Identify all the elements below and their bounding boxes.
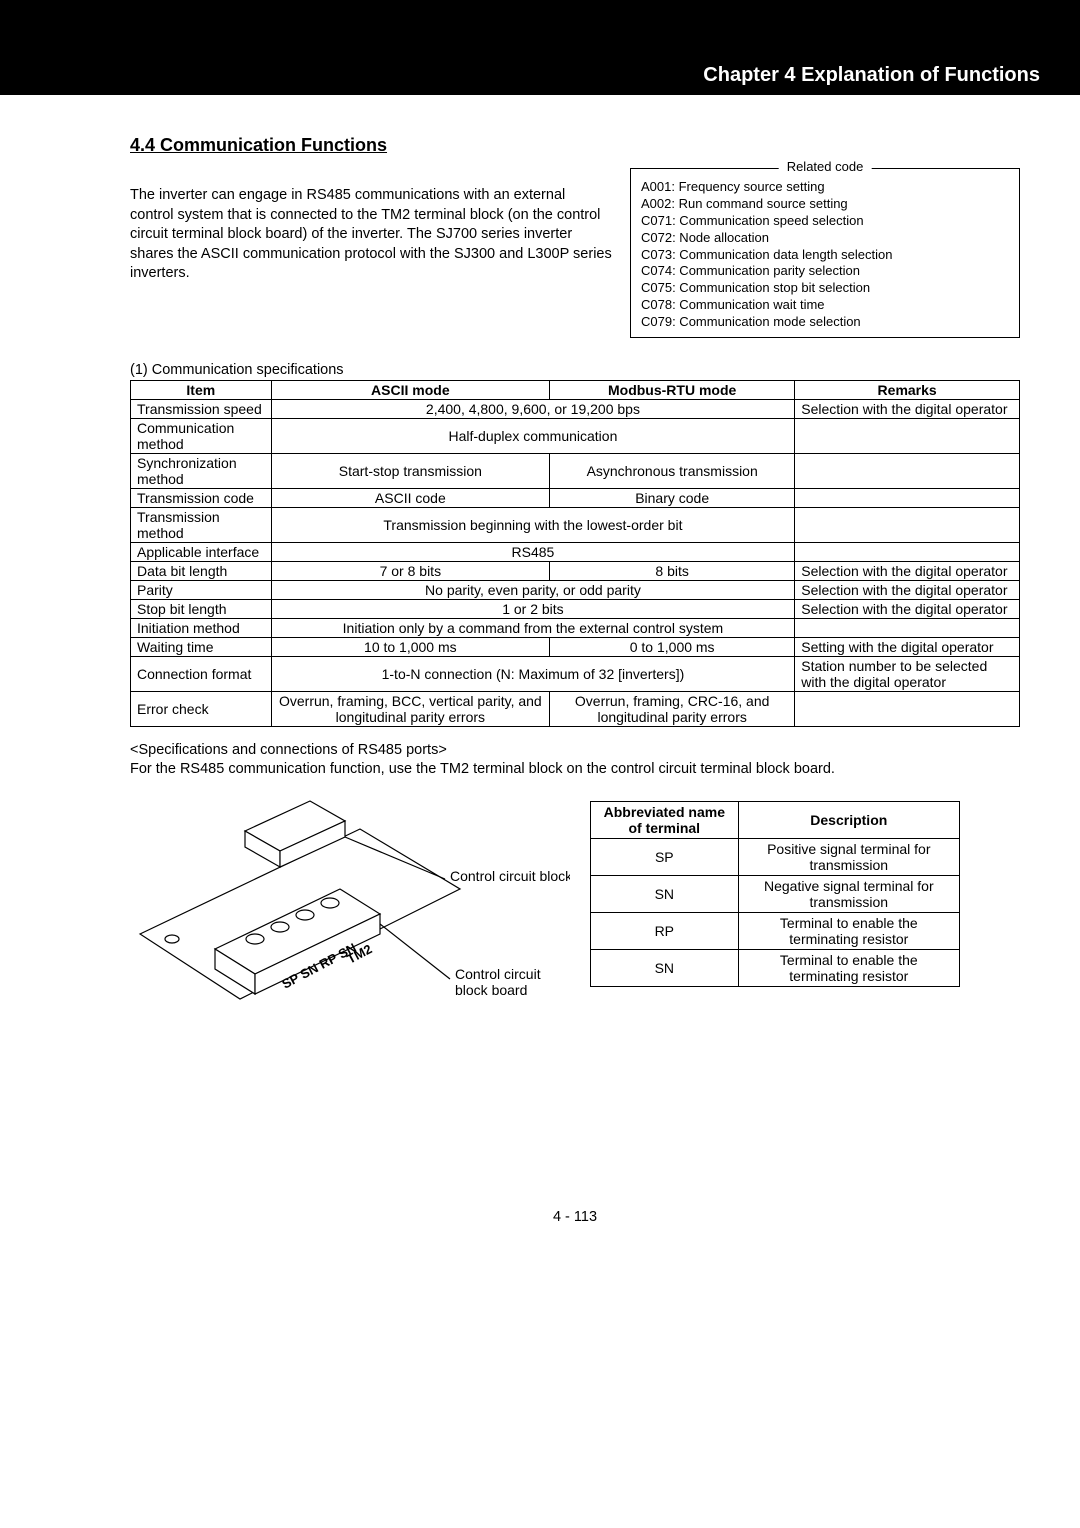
related-code-title: Related code [779, 159, 872, 176]
term-abbr: RP [591, 912, 739, 949]
term-col-desc: Description [738, 801, 959, 838]
related-code-item: C074: Communication parity selection [641, 263, 1009, 280]
section-title: 4.4 Communication Functions [130, 135, 1020, 156]
spec-remarks [795, 454, 1020, 489]
spec-ascii: ASCII code [271, 489, 549, 508]
related-code-item: C071: Communication speed selection [641, 213, 1009, 230]
related-code-item: A002: Run command source setting [641, 196, 1009, 213]
term-desc: Terminal to enable the terminating resis… [738, 912, 959, 949]
spec-item: Synchronization method [131, 454, 272, 489]
term-desc: Terminal to enable the terminating resis… [738, 949, 959, 986]
spec-value: Initiation only by a command from the ex… [271, 619, 795, 638]
spec-item: Parity [131, 581, 272, 600]
spec-item: Initiation method [131, 619, 272, 638]
intro-paragraph: The inverter can engage in RS485 communi… [130, 168, 612, 338]
spec-remarks: Selection with the digital operator [795, 581, 1020, 600]
spec-caption: (1) Communication specifications [130, 362, 1020, 378]
spec-modbus: Overrun, framing, CRC-16, and longitudin… [550, 692, 795, 727]
term-abbr: SP [591, 838, 739, 875]
spec-value: Transmission beginning with the lowest-o… [271, 508, 795, 543]
spec-ascii: Start-stop transmission [271, 454, 549, 489]
col-modbus: Modbus-RTU mode [550, 381, 795, 400]
related-code-item: C072: Node allocation [641, 230, 1009, 247]
term-col-abbr: Abbreviated name of terminal [591, 801, 739, 838]
spec-item: Connection format [131, 657, 272, 692]
page-number: 4 - 113 [130, 1209, 1020, 1225]
spec-item: Transmission code [131, 489, 272, 508]
spec-value: 1 or 2 bits [271, 600, 795, 619]
chapter-title: Chapter 4 Explanation of Functions [703, 64, 1040, 87]
term-abbr: SN [591, 875, 739, 912]
terminal-block-diagram: Control circuit block Control circuit bl… [130, 789, 570, 1069]
spec-modbus: 0 to 1,000 ms [550, 638, 795, 657]
spec-value: 2,400, 4,800, 9,600, or 19,200 bps [271, 400, 795, 419]
term-desc: Positive signal terminal for transmissio… [738, 838, 959, 875]
spec-remarks [795, 508, 1020, 543]
term-abbr: SN [591, 949, 739, 986]
ports-heading: <Specifications and connections of RS485… [130, 741, 1020, 760]
spec-item: Data bit length [131, 562, 272, 581]
related-code-item: C075: Communication stop bit selection [641, 280, 1009, 297]
related-code-item: A001: Frequency source setting [641, 179, 1009, 196]
spec-modbus: Asynchronous transmission [550, 454, 795, 489]
related-code-item: C078: Communication wait time [641, 297, 1009, 314]
diagram-label-block: Control circuit block [450, 868, 570, 884]
spec-modbus: 8 bits [550, 562, 795, 581]
spec-remarks [795, 489, 1020, 508]
spec-remarks [795, 692, 1020, 727]
spec-value: RS485 [271, 543, 795, 562]
spec-item: Applicable interface [131, 543, 272, 562]
related-code-item: C073: Communication data length selectio… [641, 247, 1009, 264]
spec-value: 1-to-N connection (N: Maximum of 32 [inv… [271, 657, 795, 692]
spec-item: Communication method [131, 419, 272, 454]
col-ascii: ASCII mode [271, 381, 549, 400]
spec-item: Transmission speed [131, 400, 272, 419]
col-item: Item [131, 381, 272, 400]
spec-item: Error check [131, 692, 272, 727]
spec-remarks [795, 619, 1020, 638]
spec-item: Stop bit length [131, 600, 272, 619]
spec-remarks: Setting with the digital operator [795, 638, 1020, 657]
chapter-header-bar: Chapter 4 Explanation of Functions [0, 0, 1080, 95]
spec-remarks [795, 419, 1020, 454]
spec-ascii: 10 to 1,000 ms [271, 638, 549, 657]
spec-ascii: 7 or 8 bits [271, 562, 549, 581]
diagram-label-board-2: block board [455, 982, 527, 998]
spec-remarks [795, 543, 1020, 562]
spec-table: Item ASCII mode Modbus-RTU mode Remarks … [130, 380, 1020, 727]
spec-value: No parity, even parity, or odd parity [271, 581, 795, 600]
ports-text: For the RS485 communication function, us… [130, 760, 1020, 779]
spec-remarks: Selection with the digital operator [795, 562, 1020, 581]
spec-remarks: Selection with the digital operator [795, 400, 1020, 419]
related-code-item: C079: Communication mode selection [641, 314, 1009, 331]
term-desc: Negative signal terminal for transmissio… [738, 875, 959, 912]
col-remarks: Remarks [795, 381, 1020, 400]
spec-value: Half-duplex communication [271, 419, 795, 454]
diagram-label-board-1: Control circuit [455, 966, 541, 982]
spec-item: Waiting time [131, 638, 272, 657]
spec-remarks: Selection with the digital operator [795, 600, 1020, 619]
spec-ascii: Overrun, framing, BCC, vertical parity, … [271, 692, 549, 727]
terminal-table: Abbreviated name of terminal Description… [590, 801, 960, 987]
spec-item: Transmission method [131, 508, 272, 543]
spec-remarks: Station number to be selected with the d… [795, 657, 1020, 692]
spec-modbus: Binary code [550, 489, 795, 508]
related-code-box: Related code A001: Frequency source sett… [630, 168, 1020, 338]
